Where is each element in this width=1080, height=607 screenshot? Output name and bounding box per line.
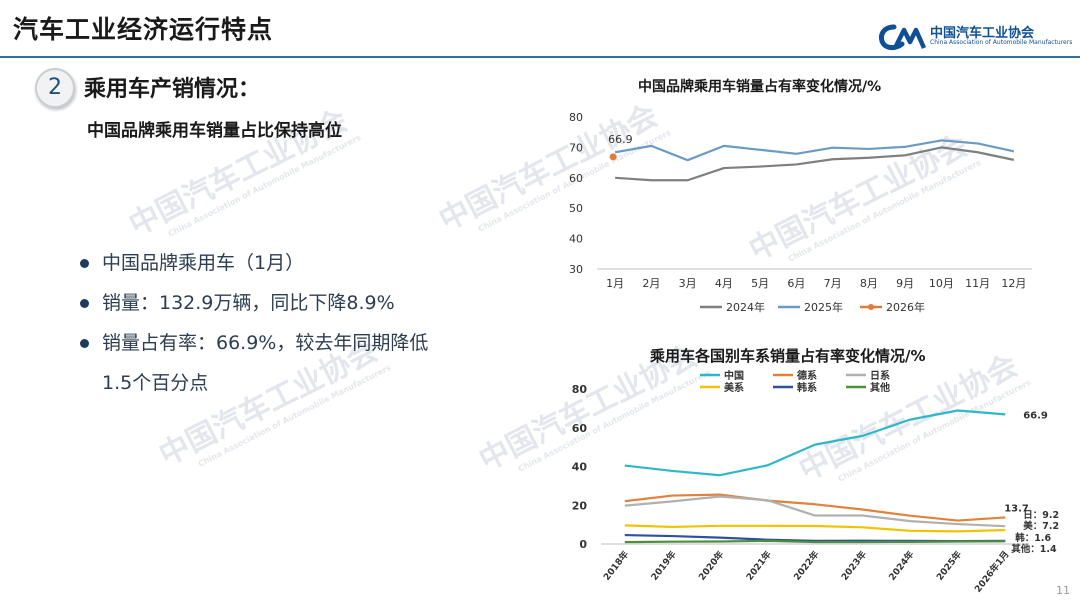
chart1-x-tick-label: 4月 (715, 277, 733, 290)
chart1-series-line-0 (615, 146, 1015, 182)
chart2-series-line-1 (624, 493, 1006, 522)
bullet-dot-icon (80, 339, 89, 348)
chart1-y-tick-label: 70 (569, 141, 583, 154)
chart1-series-line-1 (614, 139, 1015, 162)
chart2-x-tick-label: 2018年 (601, 548, 631, 582)
chart2-series-line-2 (624, 495, 1006, 528)
section-title: 乘用车产销情况： (84, 77, 261, 102)
chart2-series-line-5 (624, 539, 1006, 544)
chart1-data-point-2026 (609, 153, 617, 161)
chart1-y-tick-label: 40 (569, 233, 583, 246)
bullet-text: 销量：132.9万辆，同比下降8.9% (102, 292, 395, 314)
chart2-end-label-german: 13.7 (1004, 503, 1029, 514)
bullet-item: 销量占有率：66.9%，较去年同期降低 1.5个百分点 (80, 330, 428, 396)
chart2-y-tick-label: 20 (572, 499, 588, 512)
chart1-legend-label: 2026年 (886, 300, 925, 314)
chart1-x-tick-label: 3月 (679, 277, 697, 290)
title-underline (0, 56, 1080, 58)
bullet-dot-icon (80, 259, 89, 268)
chart1-x-tick-label: 9月 (896, 277, 914, 290)
chart1-x-tick-label: 12月 (1001, 277, 1026, 290)
chart2-end-label-korea: 韩：1.6 (1015, 532, 1051, 544)
chart1-x-tick-label: 8月 (860, 277, 878, 290)
bullet-dot-icon (80, 299, 89, 308)
chart2-legend-label: 中国 (724, 369, 744, 382)
chart1-x-tick-label: 5月 (751, 277, 769, 290)
chart1-legend-marker (868, 304, 874, 310)
chart2-x-tick-label: 2026年1月 (972, 548, 1012, 594)
chart1-y-tick-label: 30 (569, 263, 583, 276)
chart1-x-tick-label: 7月 (824, 277, 842, 290)
chart2-y-tick-label: 60 (572, 422, 588, 435)
chart2-x-tick-label: 2023年 (838, 548, 868, 582)
chart2-y-tick-label: 40 (572, 461, 588, 474)
chart2-y-tick-label: 0 (579, 538, 587, 551)
chart1-legend-label: 2025年 (804, 300, 843, 314)
chart1-y-tick-label: 50 (569, 202, 583, 215)
chart2-x-tick-label: 2019年 (648, 548, 678, 582)
chart2-series-line-4 (624, 533, 1006, 543)
bullet-text: 中国品牌乘用车（1月） (102, 252, 305, 274)
section-number-badge: 2 (35, 68, 75, 108)
bullet-text: 销量占有率：66.9%，较去年同期降低 (102, 332, 429, 354)
chart1-x-tick-label: 10月 (929, 277, 954, 290)
chart2-y-tick-label: 80 (572, 383, 588, 396)
caam-logo: 中国汽车工业协会 China Association of Automobile… (878, 22, 1072, 52)
chart1-legend-label: 2024年 (726, 300, 765, 314)
chart2-end-label-us: 美：7.2 (1022, 520, 1059, 532)
chart2-end-label-china: 66.9 (1023, 410, 1048, 421)
chart2-legend-label: 韩系 (797, 381, 817, 394)
chart2-end-label-other: 其他：1.4 (1011, 543, 1057, 555)
chart2-title: 乘用车各国别车系销量占有率变化情况/% (650, 347, 926, 365)
bullet-item: 中国品牌乘用车（1月） (80, 250, 428, 276)
chart1-x-tick-label: 6月 (787, 277, 805, 290)
slide-title: 汽车工业经济运行特点 (13, 15, 274, 44)
caam-logo-icon (879, 24, 927, 51)
chart2-series-line-0 (624, 409, 1006, 477)
chart1-x-tick-label: 1月 (606, 277, 624, 290)
chart2-x-tick-label: 2022年 (791, 548, 821, 582)
chart2-series-line-3 (624, 524, 1006, 533)
chart1-y-tick-label: 60 (569, 172, 583, 185)
chart2-legend-label: 德系 (796, 369, 817, 382)
chart2-x-tick-label: 2025年 (934, 548, 964, 582)
chart1-x-tick-label: 11月 (965, 277, 990, 290)
logo-text-en: China Association of Automobile Manufact… (930, 39, 1073, 46)
chart2-legend-label: 其他 (870, 381, 890, 394)
chart2-end-label-japan: 日：9.2 (1023, 510, 1059, 521)
bullet-text-continued: 1.5个百分点 (102, 372, 209, 394)
bullet-list: 中国品牌乘用车（1月） 销量：132.9万辆，同比下降8.9% 销量占有率：66… (80, 250, 428, 410)
chart2-x-tick-label: 2021年 (743, 548, 773, 582)
section-subtitle: 中国品牌乘用车销量占比保持高位 (87, 121, 342, 141)
chart1-title: 中国品牌乘用车销量占有率变化情况/% (638, 79, 882, 95)
chart1-x-tick-label: 2月 (642, 277, 660, 290)
chart1-y-tick-label: 80 (569, 111, 583, 124)
chart2-legend-label: 美系 (724, 381, 744, 394)
chart2-x-tick-label: 2020年 (696, 548, 726, 582)
chart2-legend-label: 日系 (870, 369, 890, 382)
logo-text-cn: 中国汽车工业协会 (930, 26, 1035, 41)
chart2-x-tick-label: 2024年 (886, 548, 916, 582)
chart1-data-label: 66.9 (608, 133, 633, 146)
page-number: 11 (1056, 584, 1070, 597)
bullet-item: 销量：132.9万辆，同比下降8.9% (80, 290, 428, 316)
